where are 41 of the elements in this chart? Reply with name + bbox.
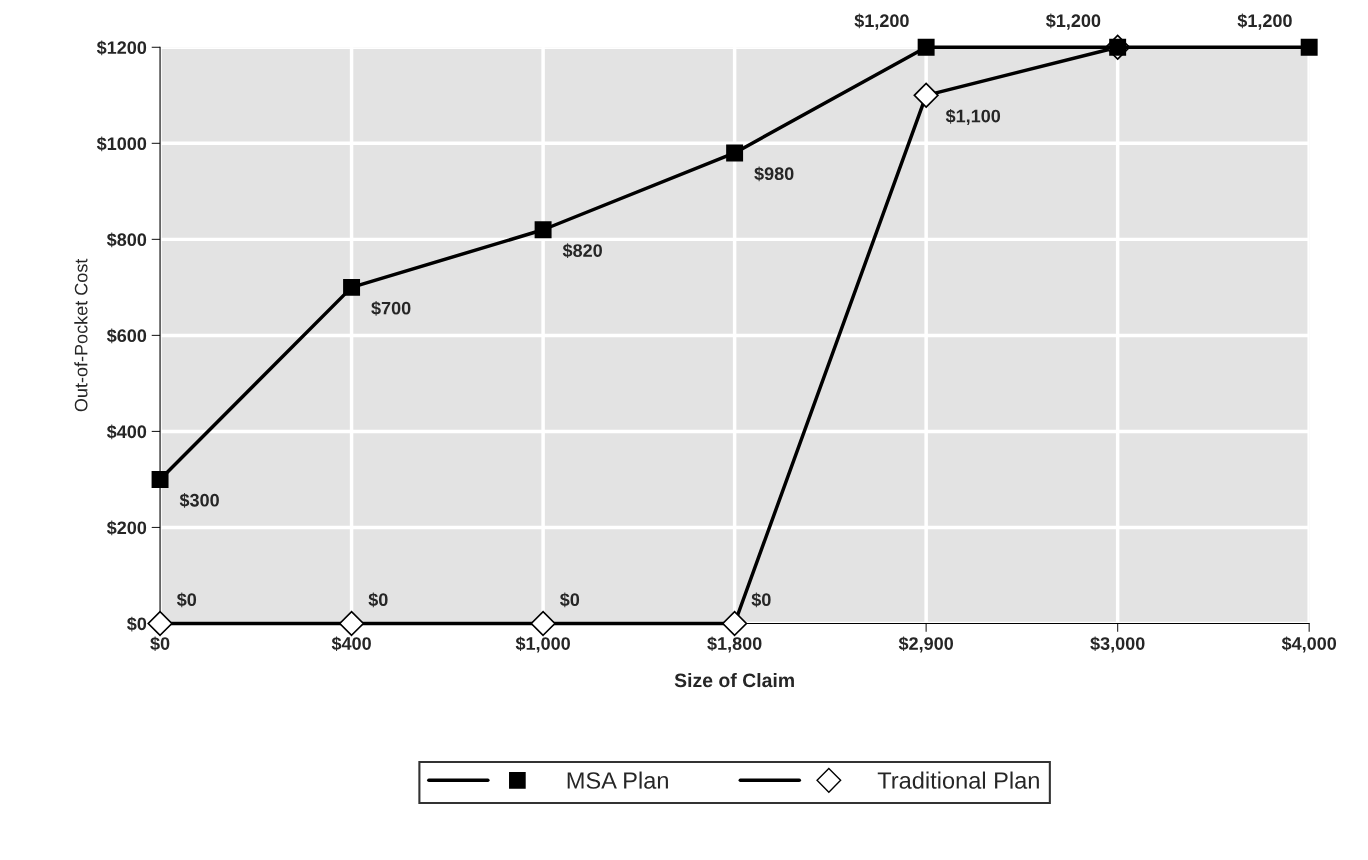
x-tick-label: $1,800 [707,636,762,653]
point [917,38,935,56]
x-tick-label: $4,000 [1281,636,1337,653]
x-axis-title: Size of Claim [674,672,794,688]
data-label: $1,200 [1046,13,1101,30]
y-tick-label: $200 [106,520,147,536]
y-axis-title: Out-of-Pocket Cost [74,258,88,412]
point [530,610,556,637]
data-label: $1,200 [854,13,909,30]
legend-label: MSA Plan [567,771,668,789]
point [151,470,169,488]
point [534,221,552,239]
y-tick-label: $0 [127,616,147,632]
point [343,278,361,296]
data-label: $0 [751,592,771,608]
y-tick-label: $400 [106,424,147,440]
x-tick-label: $3,000 [1090,636,1145,653]
data-label: $1,100 [945,108,1001,126]
x-tick-label: $400 [331,636,371,652]
data-label: $1,200 [1237,13,1292,30]
point [338,610,365,637]
data-label: $980 [754,166,794,182]
y-tick-label: $1000 [96,136,147,152]
legend-label: Traditional Plan [877,771,1039,789]
x-tick-label: $2,900 [898,636,954,653]
data-label: $0 [368,592,388,608]
data-label: $0 [176,592,197,608]
data-label: $700 [371,300,411,316]
data-label: $820 [562,243,602,259]
y-tick-label: $600 [106,328,147,344]
data-label: $0 [560,592,580,608]
point [147,610,173,637]
x-tick-label: $0 [150,636,170,652]
point [726,144,744,162]
x-tick-label: $1,000 [515,636,570,653]
y-tick-label: $1200 [96,40,147,56]
point [1300,38,1318,56]
data-label: $300 [179,493,219,508]
point [913,82,939,108]
y-tick-label: $800 [106,232,147,248]
point [721,610,748,637]
